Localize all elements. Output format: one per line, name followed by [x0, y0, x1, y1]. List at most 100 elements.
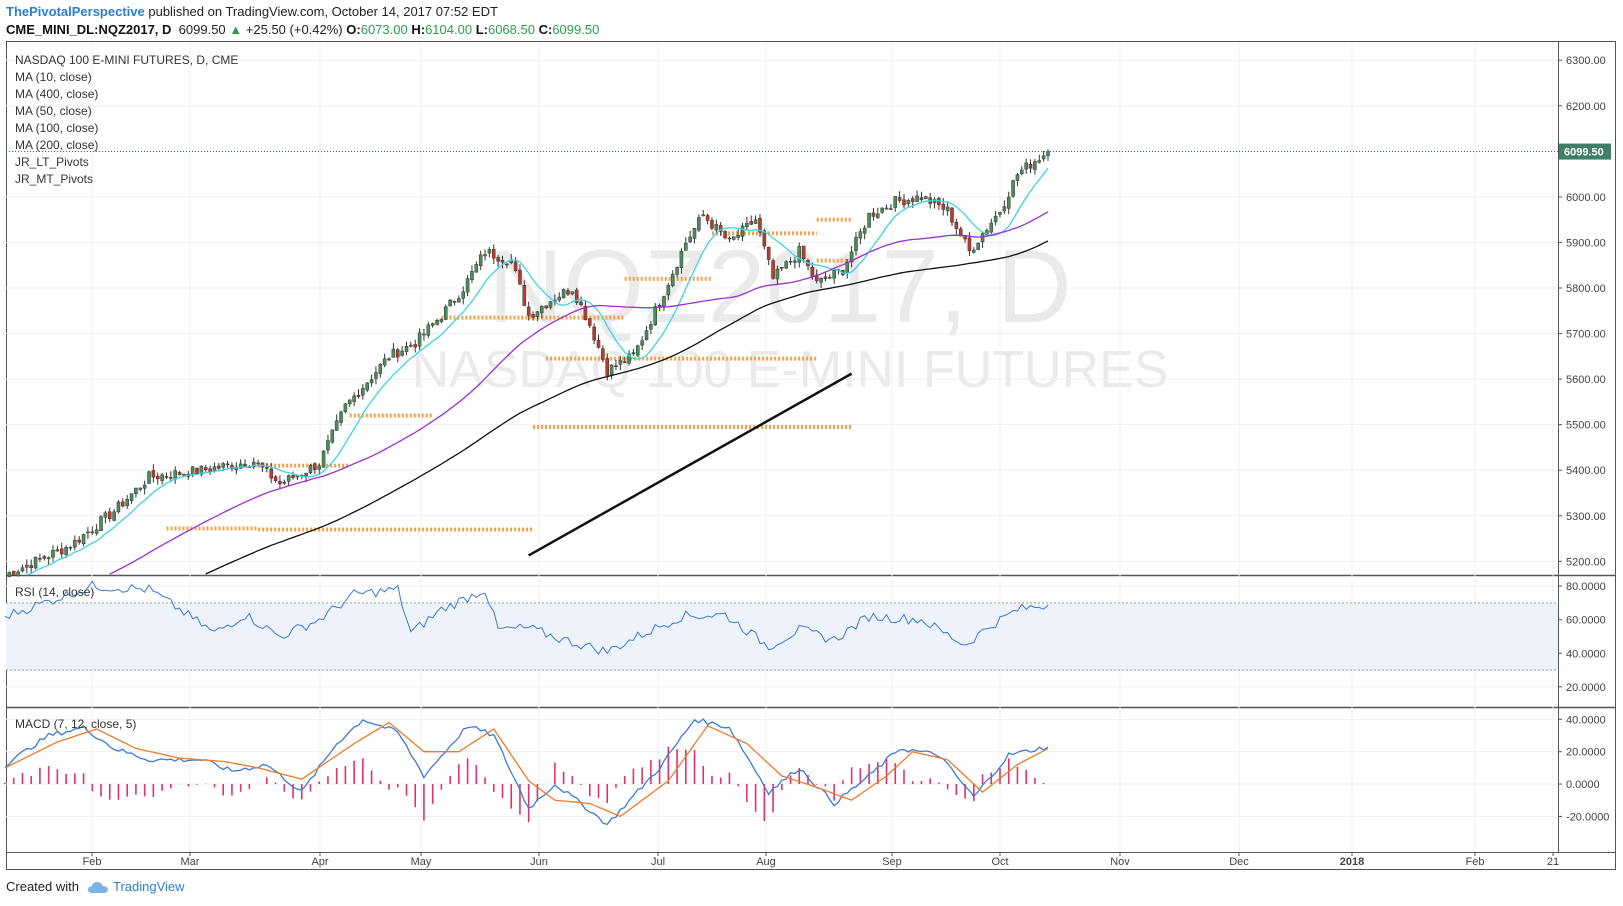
- candle-up: [692, 228, 697, 239]
- candle-down: [967, 237, 972, 252]
- candle-up: [736, 235, 740, 238]
- candle-down: [718, 225, 723, 232]
- candle-up: [819, 277, 823, 283]
- low-label: L:: [475, 22, 488, 37]
- candle-up: [684, 242, 688, 251]
- candle-down: [889, 208, 893, 210]
- candle-up: [548, 301, 553, 308]
- candle-down: [273, 476, 278, 482]
- candle-up: [1041, 155, 1046, 160]
- candle-up: [535, 311, 540, 317]
- candle-down: [605, 358, 610, 376]
- candle-up: [557, 296, 562, 301]
- tradingview-link[interactable]: TradingView: [112, 879, 185, 894]
- author-link[interactable]: ThePivotalPerspective: [6, 4, 145, 19]
- candle-up: [282, 482, 287, 484]
- axes: 6300.006200.006100.006000.005900.005800.…: [83, 55, 1611, 868]
- candle-up: [1046, 151, 1050, 156]
- candle-down: [518, 269, 522, 285]
- rsi-tick-label: 20.0000: [1566, 682, 1606, 694]
- legend-ma10[interactable]: MA (10, close): [15, 70, 92, 84]
- candle-up: [945, 206, 950, 212]
- candle-down: [574, 289, 579, 303]
- candle-down: [823, 276, 828, 280]
- candle-up: [893, 196, 898, 208]
- price-tick-label: 5400.00: [1566, 465, 1606, 477]
- macd-title[interactable]: MACD (7, 12, close, 5): [15, 717, 136, 731]
- candle-down: [500, 260, 505, 263]
- ma-line: [26, 167, 1049, 576]
- candle-down: [505, 263, 509, 266]
- candle-up: [94, 529, 99, 534]
- price-tick-label: 5800.00: [1566, 283, 1606, 295]
- legend-title[interactable]: NASDAQ 100 E-MINI FUTURES, D, CME: [15, 53, 238, 67]
- candle-up: [976, 242, 980, 250]
- legend-lt-pivots[interactable]: JR_LT_Pivots: [15, 155, 89, 169]
- candle-up: [190, 466, 195, 476]
- candle-up: [714, 224, 719, 231]
- candle-down: [588, 318, 592, 326]
- time-tick-label: Oct: [991, 856, 1008, 868]
- symbol-label[interactable]: CME_MINI_DL:NQZ2017, D: [6, 22, 172, 37]
- candle-up: [238, 463, 243, 469]
- candle-up: [426, 324, 431, 336]
- candles: [7, 149, 1050, 578]
- legend-ma200[interactable]: MA (200, close): [15, 138, 98, 152]
- candle-down: [871, 212, 876, 217]
- candle-down: [313, 463, 317, 470]
- candle-down: [902, 199, 906, 206]
- candle-down: [522, 285, 527, 306]
- candle-down: [592, 326, 596, 341]
- legend-mt-pivots[interactable]: JR_MT_Pivots: [15, 172, 93, 186]
- candle-up: [7, 572, 12, 578]
- publish-info: published on TradingView.com, October 14…: [148, 4, 498, 19]
- candle-up: [46, 557, 51, 560]
- high-value: 6104.00: [425, 22, 473, 37]
- candle-up: [1006, 196, 1011, 209]
- candle-up: [391, 348, 396, 358]
- candle-up: [561, 289, 566, 299]
- legend-ma100[interactable]: MA (100, close): [15, 121, 98, 135]
- legend-ma400[interactable]: MA (400, close): [15, 87, 98, 101]
- candle-up: [404, 346, 409, 352]
- candle-up: [321, 450, 326, 468]
- time-tick-label: Mar: [181, 856, 200, 868]
- candle-up: [666, 285, 671, 296]
- open-value: 6073.00: [360, 22, 408, 37]
- macd-tick-label: 40.0000: [1566, 714, 1606, 726]
- candle-up: [1037, 160, 1042, 163]
- macd-pane: [4, 718, 1049, 826]
- candle-up: [478, 254, 483, 266]
- candle-up: [73, 539, 77, 548]
- candle-up: [540, 306, 544, 314]
- last-price: 6099.50: [178, 22, 226, 37]
- ma200-line: [528, 372, 853, 557]
- candle-down: [583, 305, 588, 321]
- candle-up: [25, 564, 29, 568]
- candle-up: [251, 461, 256, 468]
- price-tick-label: 5200.00: [1566, 556, 1606, 568]
- candle-up: [400, 350, 404, 356]
- candle-down: [155, 475, 160, 480]
- macd-tick-label: 0.0000: [1566, 779, 1600, 791]
- candle-up: [653, 306, 658, 326]
- candle-up: [701, 214, 706, 217]
- candle-down: [622, 361, 627, 363]
- candle-down: [963, 236, 967, 240]
- candle-up: [352, 395, 356, 402]
- time-tick-label: Jul: [651, 856, 665, 868]
- rsi-title[interactable]: RSI (14, close): [15, 585, 94, 599]
- candle-down: [1028, 164, 1033, 169]
- candle-down: [919, 197, 924, 201]
- candle-down: [496, 257, 500, 262]
- candle-down: [897, 197, 902, 201]
- candle-down: [164, 476, 169, 478]
- legend-ma50[interactable]: MA (50, close): [15, 104, 92, 118]
- candle-up: [753, 219, 758, 224]
- candle-down: [941, 203, 946, 210]
- candle-up: [138, 487, 143, 490]
- candle-down: [452, 301, 457, 303]
- candle-up: [972, 249, 976, 253]
- candle-down: [910, 198, 915, 203]
